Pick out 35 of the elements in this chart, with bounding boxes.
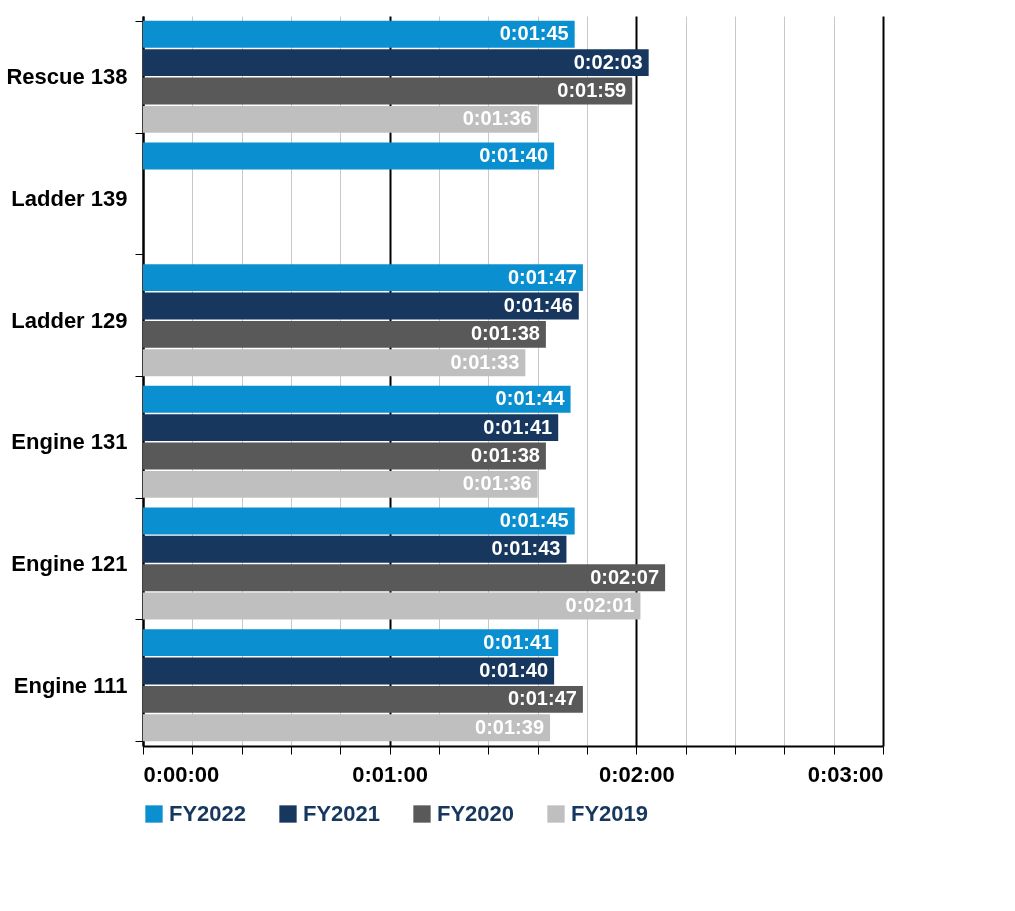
data-label: 0:01:38 [470,444,540,466]
y-tick-label: Engine 131 [11,429,128,455]
data-label: 0:01:45 [499,508,569,531]
data-label: 0:02:01 [565,594,635,617]
legend-label: FY2022 [169,801,247,826]
data-label: 0:01:46 [503,294,573,316]
y-tick-label: Rescue 138 [6,64,128,90]
legend-label: FY2020 [437,801,515,826]
y-tick-label: Engine 111 [13,672,128,698]
data-label: 0:01:40 [479,143,549,166]
data-label: 0:01:33 [450,350,520,373]
data-label: 0:02:03 [573,50,643,73]
data-label: 0:01:59 [557,79,627,101]
data-label: 0:01:43 [491,537,561,560]
legend-label: FY2021 [303,801,381,826]
data-label: 0:01:41 [483,630,553,653]
data-label: 0:02:07 [590,565,660,588]
data-label: 0:01:38 [470,322,540,345]
y-tick-label: Ladder 139 [11,186,128,211]
data-label: 0:01:36 [462,107,532,130]
x-tick-label: 0:00:00 [143,761,220,787]
data-label: 0:01:41 [483,415,553,438]
data-label: 0:01:36 [462,472,532,495]
x-tick-label: 0:03:00 [807,761,884,787]
x-tick-label: 0:02:00 [598,761,675,787]
data-label: 0:01:45 [499,22,569,45]
legend-label: FY2019 [571,801,649,826]
y-tick-label: Engine 121 [11,551,128,576]
data-label: 0:01:40 [479,659,549,681]
data-label: 0:01:47 [507,687,577,710]
data-label: 0:01:47 [507,265,577,288]
y-tick-label: Ladder 129 [11,307,128,333]
data-label: 0:01:44 [495,387,566,410]
data-label: 0:01:39 [475,715,544,738]
x-tick-label: 0:01:00 [352,761,429,787]
